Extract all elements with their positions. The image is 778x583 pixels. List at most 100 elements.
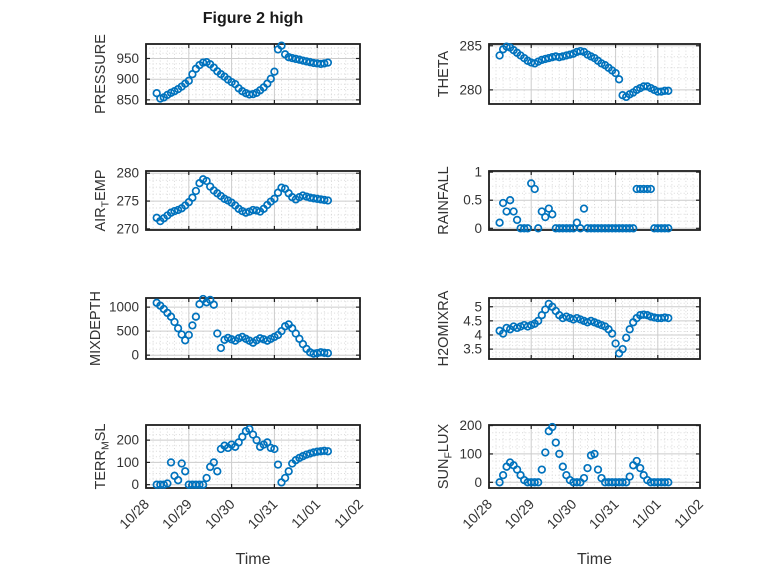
data-point (284, 467, 293, 476)
minor-grid (146, 425, 360, 488)
x-tick-label: 11/01 (288, 496, 324, 532)
data-point (195, 480, 204, 489)
y-axis-label: THETA (436, 50, 452, 97)
y-axis-label: AIRTEMP (93, 169, 112, 231)
data-point (163, 479, 172, 488)
y-axis-label: PRESSURE (93, 34, 109, 114)
data-point (636, 463, 645, 473)
x-tick-label: 11/01 (629, 496, 665, 532)
data-point (170, 317, 179, 327)
data-point (159, 480, 168, 489)
data-point (572, 478, 582, 487)
data-point (664, 313, 673, 323)
data-point (323, 349, 333, 358)
subplot-theta: 280 285 THETA (436, 38, 701, 105)
y-tick-label: 1 (474, 165, 482, 180)
x-tick-label: 10/28 (459, 496, 495, 532)
data-point (614, 75, 624, 84)
data-point (198, 480, 208, 489)
data-point (541, 448, 550, 457)
data-point (298, 191, 308, 200)
data-point (530, 478, 539, 487)
data-point (544, 204, 553, 213)
data-point (611, 68, 620, 78)
data-point (541, 212, 550, 222)
y-tick-label: 4 (474, 328, 482, 343)
subplot-pressure: 850 900 950 PRESSURE (93, 34, 361, 114)
data-point (238, 432, 247, 441)
data-point (320, 446, 329, 455)
y-tick-label: 1000 (109, 300, 139, 315)
y-tick-labels: 3.544.55 (463, 299, 482, 356)
tick-marks (145, 171, 361, 230)
scatter-series (495, 299, 673, 358)
data-point (509, 207, 518, 216)
data-point (664, 478, 673, 487)
data-point (611, 339, 620, 348)
data-point (277, 41, 286, 50)
minor-grid (146, 171, 360, 230)
y-tick-label: 950 (116, 51, 139, 66)
scatter-series (495, 42, 673, 102)
scatter-series (152, 41, 333, 103)
x-tick-label: 10/31 (586, 496, 622, 532)
data-point (625, 472, 634, 481)
data-point (266, 74, 275, 83)
data-point (280, 473, 290, 483)
data-point (323, 447, 333, 456)
data-point (213, 329, 222, 338)
subplot-h2omixra: 3.544.55 H2OMIXRA (436, 290, 701, 366)
data-point (646, 184, 655, 194)
y-tick-labels: 0 100 200 (459, 418, 482, 490)
data-point (629, 224, 638, 233)
data-point (288, 53, 297, 63)
y-tick-label: 275 (116, 194, 139, 209)
data-point (498, 471, 508, 480)
x-tick-labels: 10/28 10/29 10/30 10/31 11/01 11/02 (116, 496, 366, 532)
data-point (202, 176, 211, 186)
plot-frame (488, 424, 701, 489)
data-point (576, 46, 585, 56)
data-point (273, 460, 283, 469)
data-point (643, 184, 652, 194)
data-point (302, 192, 311, 201)
plot-frame (145, 424, 361, 489)
y-axis-label: SUNFLUX (436, 424, 455, 490)
y-tick-labels: 0 100 200 (116, 433, 139, 493)
data-point (291, 54, 300, 64)
data-point (245, 90, 254, 99)
y-tick-label: 280 (459, 82, 482, 97)
data-point (188, 193, 197, 202)
scatter-series (495, 179, 673, 233)
x-tick-label: 11/02 (331, 496, 367, 532)
data-point (625, 325, 634, 334)
data-point (534, 224, 543, 233)
data-point (166, 458, 176, 467)
tick-marks (488, 44, 701, 104)
y-tick-labels: 0 500 1000 (109, 300, 139, 363)
x-tick-label: 10/30 (202, 496, 238, 532)
data-point (266, 443, 275, 453)
data-point (191, 186, 201, 196)
x-tick-label: 10/31 (244, 496, 280, 532)
data-point (622, 478, 631, 487)
data-point (198, 58, 208, 67)
x-tick-label: 11/02 (671, 496, 707, 532)
data-point (177, 459, 186, 468)
data-point (505, 196, 515, 205)
data-point (216, 343, 226, 353)
data-point (590, 449, 599, 459)
data-point (534, 316, 543, 326)
data-point (625, 224, 634, 233)
data-point (593, 465, 603, 474)
data-point (323, 58, 333, 67)
data-point (298, 56, 308, 65)
data-point (537, 311, 546, 320)
data-point (555, 449, 564, 459)
y-tick-label: 0 (131, 477, 139, 492)
data-point (565, 224, 575, 233)
data-point (170, 206, 179, 216)
subplot-mixdepth: 0 500 1000 MIXDEPTH (88, 291, 361, 366)
data-point (495, 51, 504, 60)
